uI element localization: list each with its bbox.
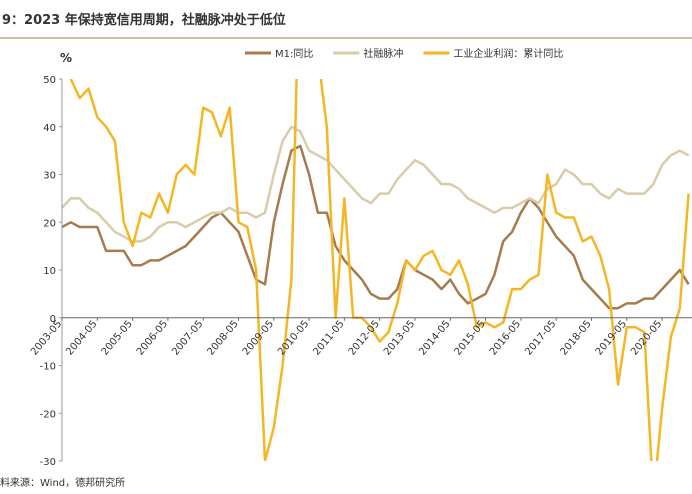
y-tick-label: -20	[40, 409, 56, 420]
x-tick-label: 2003-05	[29, 319, 64, 358]
y-tick-label: 0	[50, 314, 56, 325]
x-tick-label: 2015-05	[453, 319, 488, 358]
y-tick-label: -10	[40, 362, 56, 373]
x-tick-label: 2011-05	[311, 319, 346, 358]
x-tick-label: 2004-05	[64, 319, 99, 358]
legend-label: 工业企业利润：累计同比	[453, 47, 563, 60]
legend-label: 社融脉冲	[363, 47, 403, 60]
source: 料来源：Wind，德邦研究所	[0, 476, 125, 489]
x-tick-label: 2006-05	[135, 319, 170, 358]
chart-title: 9：2023 年保持宽信用周期，社融脉冲处于低位	[2, 12, 286, 28]
x-tick-label: 2008-05	[206, 319, 241, 358]
x-tick-label: 2010-05	[276, 319, 311, 358]
y-tick-label: 40	[43, 123, 56, 134]
y-tick-label: -30	[40, 457, 56, 468]
series-line	[62, 125, 690, 243]
plot-area	[62, 79, 690, 461]
x-tick-label: 2020-05	[629, 319, 664, 358]
y-tick-label: 30	[43, 171, 56, 182]
legend-label: M1:同比	[275, 48, 313, 60]
y-tick-label: 50	[43, 75, 56, 86]
x-tick-label: 2005-05	[100, 319, 135, 358]
y-unit: %	[60, 51, 72, 65]
y-tick-label: 20	[43, 218, 56, 229]
x-tick-label: 2016-05	[488, 319, 523, 358]
series-line	[69, 79, 690, 461]
x-tick-label: 2014-05	[417, 319, 452, 358]
series-line	[62, 144, 690, 310]
x-tick-label: 2017-05	[523, 319, 558, 358]
y-tick-label: 10	[43, 266, 56, 277]
x-tick-label: 2013-05	[382, 319, 417, 358]
x-tick-label: 2007-05	[170, 319, 205, 358]
x-tick-label: 2018-05	[559, 319, 594, 358]
